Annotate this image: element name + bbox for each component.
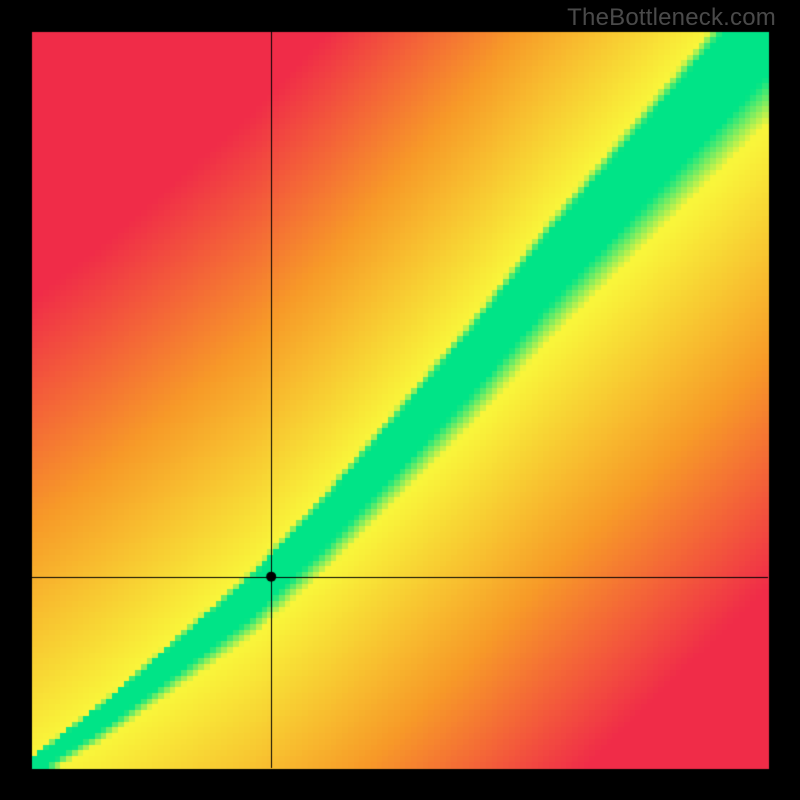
watermark-label: TheBottleneck.com — [567, 4, 776, 32]
bottleneck-heatmap — [0, 0, 800, 800]
chart-container: TheBottleneck.com — [0, 0, 800, 800]
